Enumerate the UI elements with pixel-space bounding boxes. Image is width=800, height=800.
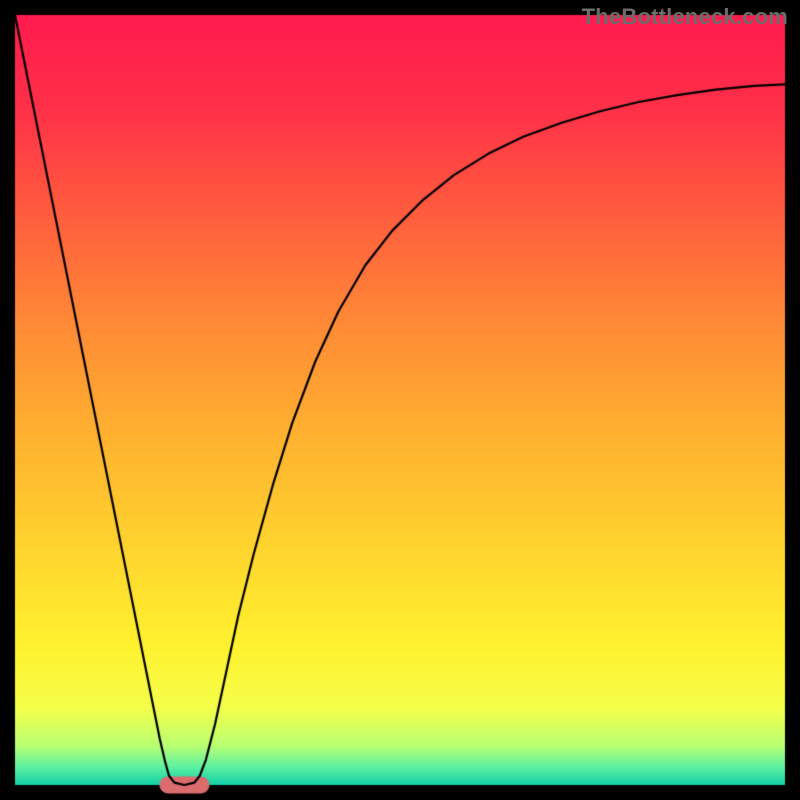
chart-container: TheBottleneck.com bbox=[0, 0, 800, 800]
bottleneck-chart-canvas bbox=[0, 0, 800, 800]
